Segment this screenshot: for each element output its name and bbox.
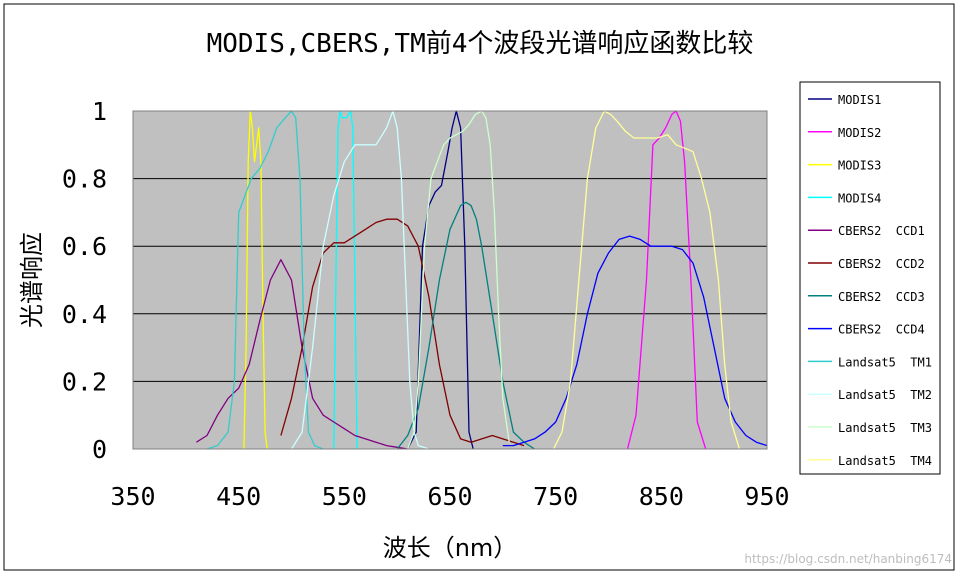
legend-label-8: Landsat5 TM1 xyxy=(838,355,932,369)
series-line-10 xyxy=(407,110,510,450)
series-line-7 xyxy=(502,235,768,447)
x-axis-label: 波长（nm） xyxy=(383,534,518,562)
y-tick-label: 0.8 xyxy=(62,165,107,194)
y-tick-label: 0 xyxy=(92,435,107,464)
legend-label-11: Landsat5 TM4 xyxy=(838,454,932,468)
x-tick-label: 850 xyxy=(639,482,684,511)
x-tick-label: 750 xyxy=(533,482,578,511)
legend-label-6: CBERS2 CCD3 xyxy=(838,290,925,304)
legend-label-4: CBERS2 CCD1 xyxy=(838,224,925,238)
legend-label-5: CBERS2 CCD2 xyxy=(838,257,925,271)
x-tick-label: 650 xyxy=(427,482,472,511)
legend-label-7: CBERS2 CCD4 xyxy=(838,323,925,337)
series-line-1 xyxy=(626,110,707,450)
x-tick-label: 450 xyxy=(216,482,261,511)
x-tick-labels: 350 450 550 650 750 850 950 xyxy=(110,482,789,511)
y-tick-label: 0.2 xyxy=(62,367,107,396)
x-tick-label: 550 xyxy=(322,482,367,511)
legend-box xyxy=(799,81,941,475)
x-tick-label: 950 xyxy=(744,482,789,511)
plot-border xyxy=(132,110,768,450)
legend-label-9: Landsat5 TM2 xyxy=(838,388,932,402)
plot-area xyxy=(133,111,767,449)
legend-label-3: MODIS4 xyxy=(838,191,881,205)
y-tick-label: 0.4 xyxy=(62,300,107,329)
legend: MODIS1 MODIS2 MODIS3 MODIS4 CBERS2 CCD1 CBERS… xyxy=(808,93,932,468)
y-tick-label: 0.6 xyxy=(62,232,107,261)
legend-label-0: MODIS1 xyxy=(838,93,881,107)
y-axis-label: 光谱响应 xyxy=(18,232,46,328)
series-line-11 xyxy=(553,110,741,450)
legend-label-10: Landsat5 TM3 xyxy=(838,421,932,435)
chart-title: MODIS,CBERS,TM前4个波段光谱响应函数比较 xyxy=(207,29,754,59)
series-line-6 xyxy=(396,201,535,450)
legend-label-2: MODIS3 xyxy=(838,159,881,173)
series-line-2 xyxy=(243,110,268,450)
watermark-text: https://blog.csdn.net/hanbing6174 xyxy=(744,552,952,566)
legend-label-1: MODIS2 xyxy=(838,126,881,140)
series-line-0 xyxy=(407,110,474,450)
y-tick-label: 1 xyxy=(92,97,107,126)
series-line-8 xyxy=(206,110,324,450)
y-tick-labels: 0 0.2 0.4 0.6 0.8 1 xyxy=(62,97,107,464)
series-line-3 xyxy=(333,110,358,450)
series-line-9 xyxy=(290,110,430,450)
series-lines xyxy=(196,110,768,450)
x-tick-label: 350 xyxy=(110,482,155,511)
